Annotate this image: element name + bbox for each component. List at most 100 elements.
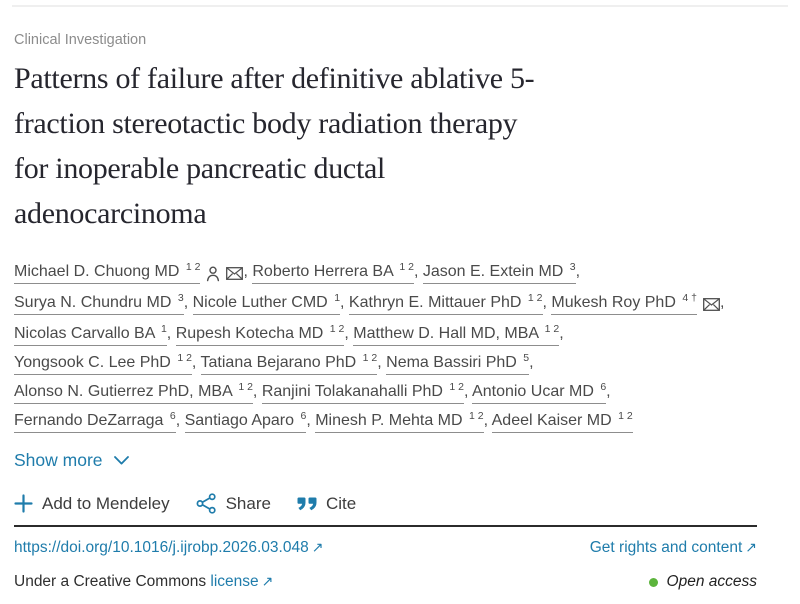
doi-link-label: https://doi.org/10.1016/j.ijrobp.2026.03… [14,539,309,556]
author-affiliation-superscript: 1 2 [449,380,465,393]
share-icon [196,493,217,514]
author-name: Surya N. Chundru MD 3 [14,291,184,315]
author-link[interactable]: Nicolas Carvallo BA 1 [14,322,167,346]
author-link[interactable]: Surya N. Chundru MD 3 [14,291,184,315]
show-more-label: Show more [14,450,103,470]
license-link-label: license [210,573,259,590]
author-name: Jason E. Extein MD 3 [422,260,576,284]
article-title-line: Patterns of failure after definitive abl… [14,62,535,95]
author-affiliation-superscript: 1 2 [399,260,414,273]
author-name: Rupesh Kotecha MD 1 2 [175,322,345,346]
author-name: Michael D. Chuong MD 1 2 [14,260,201,284]
external-link-icon: ↗ [311,539,324,555]
author-link[interactable]: Fernando DeZarraga 6 [14,410,176,433]
top-divider [12,5,788,7]
author-affiliation-superscript: 1 2 [469,409,484,422]
add-to-mendeley-label: Add to Mendeley [42,493,170,513]
author-line: Yongsook C. Lee PhD 1 2, Tatiana Bejaran… [14,348,757,377]
author-affiliation-superscript: 1 2 [185,260,201,273]
add-to-mendeley-button[interactable]: Add to Mendeley [14,494,170,514]
author-affiliation-superscript: 3 [569,260,576,273]
person-icon[interactable] [206,259,220,288]
author-name: Nema Bassiri PhD 5 [386,352,530,375]
author-affiliation-superscript: 1 [334,291,341,304]
author-affiliation-superscript: 1 [160,322,167,335]
show-more-button[interactable]: Show more [14,450,130,471]
author-link[interactable]: Michael D. Chuong MD 1 2 [14,261,244,284]
envelope-icon[interactable] [703,290,720,319]
author-line: Michael D. Chuong MD 1 2, Roberto Herrer… [14,257,757,288]
section-divider [14,525,757,527]
author-affiliation-superscript: 1 2 [527,291,543,304]
author-affiliation-superscript: 1 2 [329,322,345,335]
chevron-down-icon [113,455,130,466]
cite-button[interactable]: Cite [297,494,356,514]
author-affiliation-superscript: 1 2 [362,351,378,364]
share-label: Share [225,493,271,513]
author-line: Surya N. Chundru MD 3, Nicole Luther CMD… [14,288,757,319]
author-link[interactable]: Roberto Herrera BA 1 2 [252,260,414,284]
author-affiliation-superscript: 3 [177,291,184,304]
author-name: Antonio Ucar MD 6 [472,380,607,404]
share-button[interactable]: Share [196,493,271,514]
article-header: Clinical Investigation Patterns of failu… [0,32,800,591]
article-title-line: fraction stereotactic body radiation the… [14,107,518,140]
author-link[interactable]: Alonso N. Gutierrez PhD, MBA 1 2 [14,380,253,404]
author-name: Fernando DeZarraga 6 [14,410,176,433]
author-link[interactable]: Adeel Kaiser MD 1 2 [491,409,633,433]
author-name: Adeel Kaiser MD 1 2 [491,409,633,433]
external-link-icon: ↗ [745,539,757,555]
license-prefix: Under a Creative Commons [14,573,207,590]
author-list: Michael D. Chuong MD 1 2, Roberto Herrer… [14,257,757,435]
author-link[interactable]: Rupesh Kotecha MD 1 2 [175,322,345,346]
author-link[interactable]: Minesh P. Mehta MD 1 2 [315,409,484,433]
author-link[interactable]: Nema Bassiri PhD 5 [386,352,530,375]
author-affiliation-superscript: 1 2 [177,351,192,364]
doi-row: https://doi.org/10.1016/j.ijrobp.2026.03… [14,539,757,557]
author-link[interactable]: Ranjini Tolakanahalli PhD 1 2 [261,380,465,404]
author-name: Roberto Herrera BA 1 2 [252,260,414,284]
author-name: Ranjini Tolakanahalli PhD 1 2 [261,380,465,404]
author-line: Nicolas Carvallo BA 1, Rupesh Kotecha MD… [14,319,757,348]
license-link[interactable]: license ↗ [210,573,273,590]
author-link[interactable]: Tatiana Bejarano PhD 1 2 [200,351,378,375]
action-toolbar: Add to Mendeley Share Cite [14,493,757,514]
author-affiliation-superscript: 1 2 [544,322,560,335]
plus-icon [14,494,33,513]
license-row: Under a Creative Commons license ↗ Open a… [14,573,757,591]
doi-link[interactable]: https://doi.org/10.1016/j.ijrobp.2026.03… [14,539,323,557]
author-name: Matthew D. Hall MD, MBA 1 2 [353,322,560,346]
author-link[interactable]: Santiago Aparo 6 [184,409,307,433]
author-affiliation-superscript: 6 [600,380,607,393]
open-access-label: Open access [666,573,757,590]
open-access-dot-icon [648,577,658,587]
article-title-line: adenocarcinoma [14,197,207,230]
author-link[interactable]: Nicole Luther CMD 1 [192,291,341,315]
author-link[interactable]: Yongsook C. Lee PhD 1 2 [14,351,192,375]
rights-link-label: Get rights and content [589,539,743,556]
author-name: Nicolas Carvallo BA 1 [14,322,167,346]
author-link[interactable]: Jason E. Extein MD 3 [422,260,576,284]
author-name: Tatiana Bejarano PhD 1 2 [200,351,378,375]
author-name: Minesh P. Mehta MD 1 2 [315,409,484,433]
author-link[interactable]: Antonio Ucar MD 6 [472,380,607,404]
author-name: Nicole Luther CMD 1 [192,291,341,315]
author-link[interactable]: Mukesh Roy PhD 4 † [551,291,720,315]
author-name: Alonso N. Gutierrez PhD, MBA 1 2 [14,380,253,404]
author-line: Fernando DeZarraga 6, Santiago Aparo 6, … [14,406,757,435]
author-link[interactable]: Matthew D. Hall MD, MBA 1 2 [353,322,560,346]
author-affiliation-superscript: 6 [300,409,307,422]
author-line: Alonso N. Gutierrez PhD, MBA 1 2, Ranjin… [14,377,757,406]
author-name: Kathryn E. Mittauer PhD 1 2 [348,291,543,315]
author-affiliation-superscript: 1 2 [618,409,633,422]
article-category-label: Clinical Investigation [14,32,147,48]
author-name: Yongsook C. Lee PhD 1 2 [14,351,192,375]
envelope-icon[interactable] [226,259,244,288]
author-affiliation-superscript: 1 2 [238,380,253,393]
article-title-line: for inoperable pancreatic ductal [14,152,386,185]
license-text: Under a Creative Commons license ↗ [14,573,273,591]
rights-and-content-link[interactable]: Get rights and content ↗ [590,539,757,557]
article-title: Patterns of failure after definitive abl… [14,56,757,236]
author-link[interactable]: Kathryn E. Mittauer PhD 1 2 [348,291,543,315]
author-affiliation-superscript: 4 † [682,291,697,304]
